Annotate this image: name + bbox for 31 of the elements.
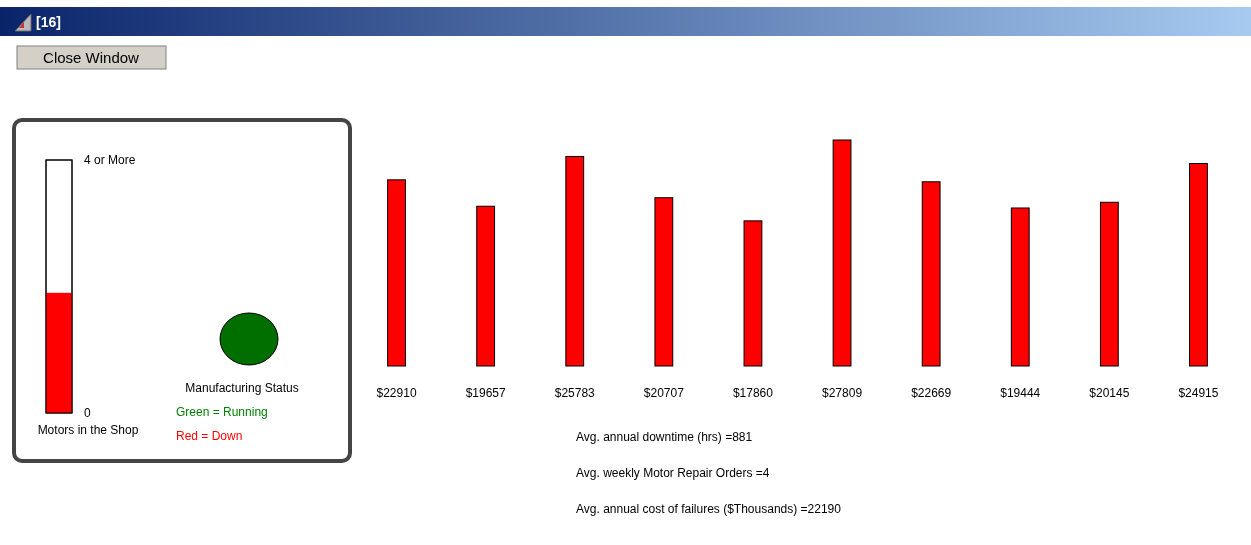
bar <box>565 155 585 367</box>
text: [16] <box>36 14 61 30</box>
data-label: $25783 <box>554 386 596 400</box>
bar <box>1189 163 1208 367</box>
text: Manufacturing Status <box>185 381 299 395</box>
bar <box>743 220 763 367</box>
data-label: $22910 <box>376 386 417 400</box>
bar <box>921 181 941 367</box>
y-tick-label: 0 <box>84 406 91 421</box>
text: Avg. weekly Motor Repair Orders =4 <box>576 466 770 480</box>
bar <box>387 179 406 367</box>
bar <box>476 205 496 367</box>
data-label: $24915 <box>1178 386 1219 400</box>
bar <box>1010 207 1030 367</box>
data-label: $20707 <box>643 386 685 400</box>
text: Green = Running <box>176 405 268 419</box>
text: Avg. annual downtime (hrs) =881 <box>576 430 753 444</box>
bar <box>654 197 674 367</box>
y-tick-label: 4 or More <box>84 153 136 168</box>
data-label: $17860 <box>732 386 774 400</box>
text: Red = Down <box>176 429 243 443</box>
x-axis-title: Motors in the Shop <box>37 423 139 437</box>
data-label: $19657 <box>465 386 506 400</box>
close-window-button: Close Window <box>16 45 167 70</box>
data-label: $22669 <box>911 386 952 400</box>
data-label: $19444 <box>1000 386 1041 400</box>
text: Avg. annual cost of failures ($Thousands) =22190 <box>576 502 842 516</box>
bar <box>1099 201 1119 367</box>
data-label: $27809 <box>822 386 863 400</box>
bar <box>832 139 852 367</box>
data-label: $20145 <box>1089 386 1130 400</box>
